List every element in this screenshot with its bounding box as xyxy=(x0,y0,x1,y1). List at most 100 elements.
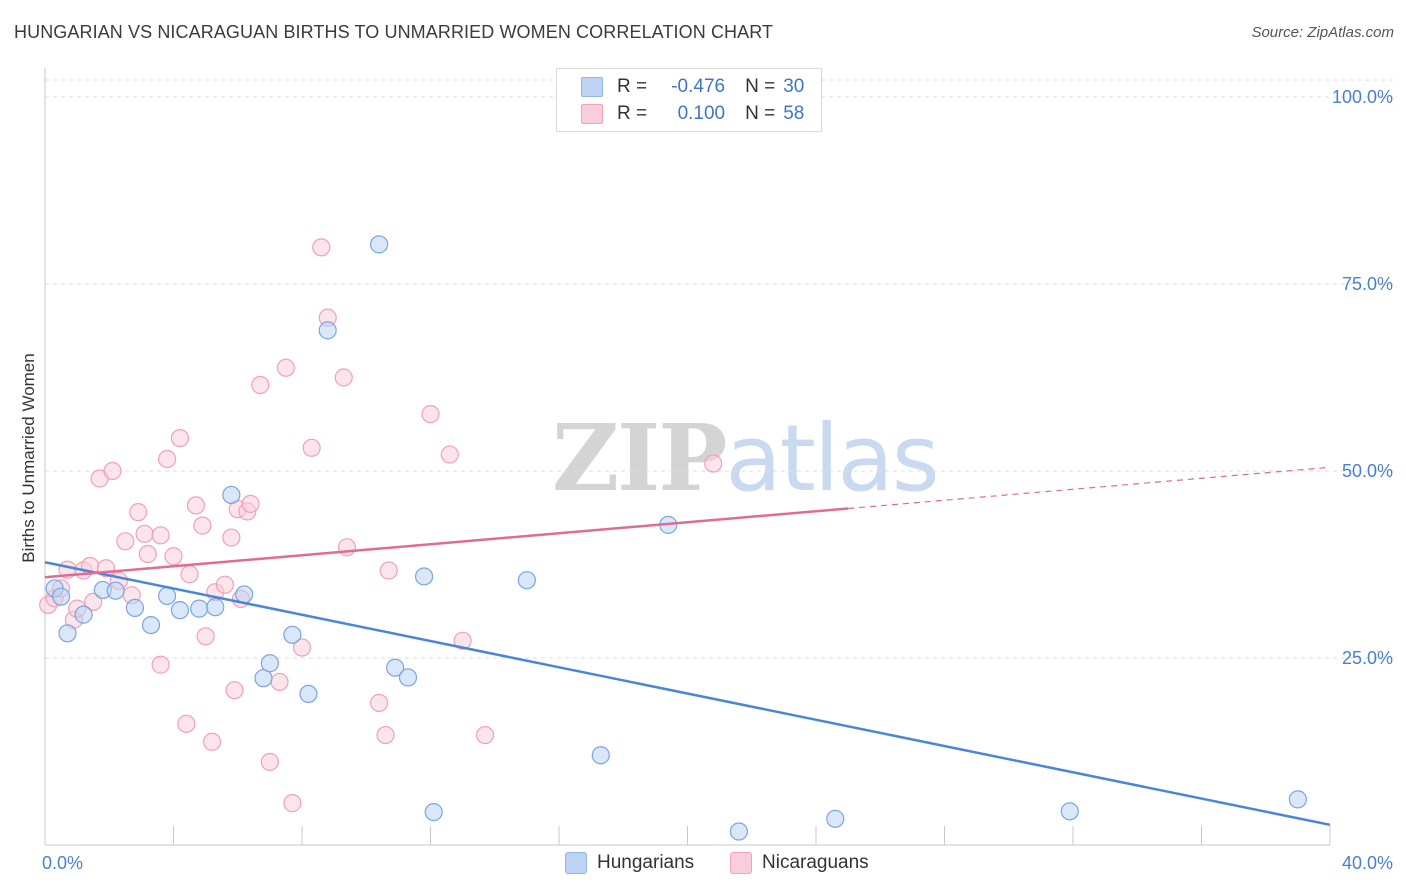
data-point xyxy=(270,672,289,692)
nicaraguans-swatch xyxy=(581,104,603,124)
legend-label: Hungarians xyxy=(597,852,695,873)
data-point xyxy=(116,532,135,551)
data-point xyxy=(302,438,321,457)
n-label: N = xyxy=(745,103,776,124)
hungarians-swatch xyxy=(581,77,603,97)
data-point xyxy=(241,494,260,514)
watermark: ZIPatlas xyxy=(552,404,940,512)
r-label: R = xyxy=(617,103,648,124)
data-point xyxy=(1060,802,1079,821)
data-point xyxy=(196,627,215,646)
data-point xyxy=(704,454,723,473)
data-point xyxy=(141,615,161,635)
x-tick-label: 0.0% xyxy=(42,853,83,873)
data-point xyxy=(135,524,154,543)
stats-row-nicaraguans: R = 0.100 N = 58 xyxy=(581,102,804,126)
y-tick-label: 100.0% xyxy=(1332,87,1393,107)
y-axis-title: Births to Unmarried Women xyxy=(19,353,38,562)
data-point xyxy=(254,669,273,688)
data-point xyxy=(299,684,318,704)
data-point xyxy=(379,561,398,580)
legend-label: Nicaraguans xyxy=(762,852,869,873)
data-point xyxy=(260,752,279,772)
data-point xyxy=(74,605,93,624)
data-point xyxy=(318,321,337,340)
series-layer xyxy=(39,235,1307,841)
data-point xyxy=(206,598,225,617)
watermark-atlas: atlas xyxy=(725,405,939,512)
source-credit: Source: ZipAtlas.com xyxy=(1251,24,1394,41)
data-point xyxy=(453,631,472,650)
data-point xyxy=(386,658,405,677)
series-hungarians xyxy=(45,235,1307,841)
data-point xyxy=(103,461,122,481)
data-point xyxy=(414,567,434,586)
data-point xyxy=(157,449,177,469)
trend-lines xyxy=(44,466,1331,827)
data-point xyxy=(476,725,495,745)
data-point xyxy=(170,428,190,448)
hungarians-legend-swatch xyxy=(565,852,587,874)
data-point xyxy=(58,624,77,643)
watermark-zip: ZIP xyxy=(552,404,727,512)
data-point xyxy=(84,592,103,612)
data-point xyxy=(186,496,206,515)
n-label: N = xyxy=(745,76,776,97)
data-point xyxy=(190,599,209,618)
r-label: R = xyxy=(617,76,648,97)
legend-item-nicaraguans[interactable]: Nicaraguans xyxy=(730,852,869,874)
x-tick-label: 40.0% xyxy=(1342,853,1393,873)
data-point xyxy=(202,732,222,751)
stats-row-hungarians: R = -0.476 N = 30 xyxy=(581,75,804,99)
grid xyxy=(45,79,1395,659)
data-point xyxy=(292,638,312,657)
data-point xyxy=(1288,790,1307,809)
data-point xyxy=(517,571,536,590)
r-value: 0.100 xyxy=(677,103,726,124)
data-point xyxy=(370,235,389,254)
data-point xyxy=(151,526,170,545)
data-point xyxy=(193,516,212,535)
data-point xyxy=(251,375,270,395)
data-point xyxy=(283,794,302,813)
trend-line-hungarians xyxy=(44,561,1331,827)
legend-item-hungarians[interactable]: Hungarians xyxy=(565,852,694,874)
r-value: -0.476 xyxy=(671,76,726,97)
data-point xyxy=(129,503,148,522)
data-point xyxy=(591,746,610,765)
data-point xyxy=(276,358,296,377)
data-point xyxy=(151,655,170,674)
data-point xyxy=(235,585,254,604)
data-point xyxy=(222,485,241,505)
data-point xyxy=(222,528,241,547)
data-point xyxy=(337,538,357,557)
data-point xyxy=(398,668,418,687)
data-point xyxy=(215,575,234,594)
y-tick-label: 50.0% xyxy=(1342,461,1393,481)
nicaraguans-legend-swatch xyxy=(730,852,752,874)
data-point xyxy=(826,809,845,828)
data-point xyxy=(334,368,353,387)
data-point xyxy=(225,681,244,700)
axes xyxy=(44,68,1331,846)
data-point xyxy=(312,238,331,257)
n-value: 58 xyxy=(783,103,805,124)
data-point xyxy=(260,654,279,673)
data-point xyxy=(370,693,389,712)
n-value: 30 xyxy=(783,76,805,97)
chart-title: HUNGARIAN VS NICARAGUAN BIRTHS TO UNMARR… xyxy=(14,22,774,42)
tick-labels: 25.0% 50.0% 75.0% 100.0% 0.0% 40.0% xyxy=(42,87,1393,873)
data-point xyxy=(376,725,395,745)
series-nicaraguans xyxy=(39,238,723,813)
data-point xyxy=(440,445,459,464)
y-tick-label: 75.0% xyxy=(1342,274,1393,294)
data-point xyxy=(421,405,440,424)
stats-legend: R = -0.476 N = 30 R = 0.100 N = 58 xyxy=(556,68,822,132)
series-legend: Hungarians Nicaraguans xyxy=(0,852,1406,878)
data-point xyxy=(180,565,199,584)
data-point xyxy=(177,714,196,733)
data-point xyxy=(729,822,749,841)
trend-line-nicaraguans xyxy=(44,507,849,579)
data-point xyxy=(138,544,157,564)
